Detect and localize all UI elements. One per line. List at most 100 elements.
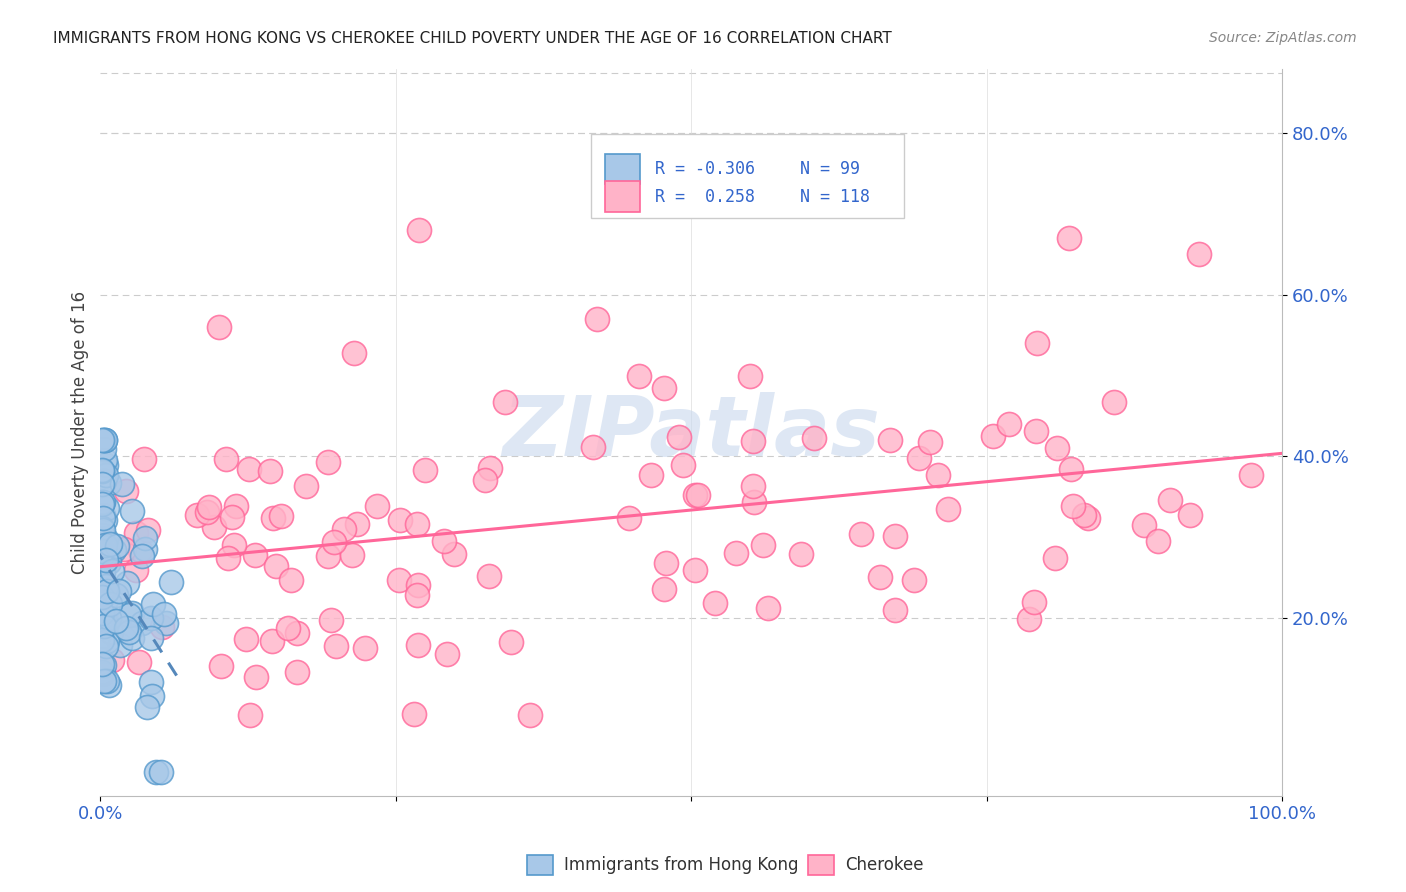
Point bbox=[94, 619, 117, 633]
Point bbox=[285, 665, 308, 679]
Point bbox=[501, 634, 523, 648]
Point bbox=[869, 570, 891, 584]
Point bbox=[879, 434, 901, 448]
Point bbox=[93, 673, 115, 688]
Text: IMMIGRANTS FROM HONG KONG VS CHEROKEE CHILD POVERTY UNDER THE AGE OF 16 CORRELAT: IMMIGRANTS FROM HONG KONG VS CHEROKEE CH… bbox=[53, 31, 893, 46]
Point bbox=[90, 463, 112, 477]
Point bbox=[1018, 612, 1040, 626]
Point bbox=[125, 525, 148, 540]
Point bbox=[884, 602, 907, 616]
Point bbox=[478, 569, 501, 583]
Point bbox=[91, 577, 114, 591]
Point bbox=[90, 495, 112, 509]
Point bbox=[91, 476, 114, 491]
Point bbox=[1188, 247, 1211, 261]
Point bbox=[354, 640, 377, 655]
Point bbox=[264, 559, 287, 574]
Point bbox=[94, 549, 117, 563]
Point bbox=[98, 610, 121, 624]
Point bbox=[388, 513, 411, 527]
Point bbox=[683, 563, 706, 577]
Point bbox=[1060, 462, 1083, 476]
Text: ZIPatlas: ZIPatlas bbox=[502, 392, 880, 473]
Point bbox=[436, 647, 458, 661]
Point bbox=[1178, 508, 1201, 523]
Text: R =  0.258: R = 0.258 bbox=[655, 187, 755, 206]
Point bbox=[704, 596, 727, 610]
Point bbox=[91, 556, 114, 570]
Point bbox=[91, 508, 114, 522]
Point bbox=[1043, 550, 1066, 565]
Point bbox=[141, 675, 163, 690]
Point bbox=[93, 619, 115, 633]
Point bbox=[340, 548, 363, 562]
Point bbox=[998, 417, 1021, 432]
Text: R = -0.306: R = -0.306 bbox=[655, 160, 755, 178]
Point bbox=[1046, 441, 1069, 455]
Point bbox=[91, 572, 114, 586]
Point bbox=[222, 538, 245, 552]
Point bbox=[94, 538, 117, 552]
Point bbox=[91, 434, 114, 448]
Point bbox=[325, 639, 347, 653]
Point bbox=[90, 560, 112, 574]
Text: Immigrants from Hong Kong: Immigrants from Hong Kong bbox=[564, 856, 799, 874]
Point bbox=[108, 583, 131, 598]
Point bbox=[519, 708, 541, 723]
Point bbox=[93, 474, 115, 488]
Point bbox=[94, 552, 117, 566]
Point bbox=[134, 451, 156, 466]
Point bbox=[121, 606, 143, 620]
Point bbox=[332, 522, 354, 536]
Point bbox=[478, 460, 501, 475]
Point bbox=[94, 467, 117, 482]
Point bbox=[94, 586, 117, 600]
Point bbox=[1077, 511, 1099, 525]
Point bbox=[93, 442, 115, 456]
Point bbox=[131, 549, 153, 563]
Point bbox=[90, 496, 112, 510]
Point bbox=[91, 657, 114, 671]
Point bbox=[97, 678, 120, 692]
Point bbox=[402, 706, 425, 721]
Point bbox=[94, 452, 117, 467]
Point bbox=[93, 658, 115, 673]
Point bbox=[91, 495, 114, 509]
Point bbox=[195, 505, 218, 519]
Point bbox=[918, 434, 941, 449]
Point bbox=[585, 312, 607, 326]
Point bbox=[1025, 335, 1047, 350]
Point bbox=[668, 430, 690, 444]
Point bbox=[209, 659, 232, 673]
Point bbox=[686, 487, 709, 501]
Point bbox=[141, 631, 163, 645]
Point bbox=[262, 511, 284, 525]
Point bbox=[93, 608, 115, 623]
Point bbox=[96, 616, 118, 631]
Point bbox=[131, 616, 153, 631]
Point bbox=[101, 564, 124, 578]
Point bbox=[908, 450, 931, 465]
Point bbox=[105, 539, 128, 553]
Point bbox=[207, 320, 229, 334]
Point bbox=[1062, 500, 1084, 514]
Point bbox=[752, 538, 775, 552]
Point bbox=[740, 368, 762, 383]
Point bbox=[111, 476, 134, 491]
Point bbox=[277, 621, 299, 635]
Point bbox=[243, 549, 266, 563]
Point bbox=[494, 395, 516, 409]
Point bbox=[741, 478, 763, 492]
Point bbox=[141, 610, 163, 624]
Point bbox=[443, 547, 465, 561]
Point bbox=[408, 223, 430, 237]
Point bbox=[91, 629, 114, 643]
Point bbox=[90, 497, 112, 511]
Point bbox=[287, 626, 309, 640]
Point bbox=[652, 381, 675, 395]
Point bbox=[202, 520, 225, 534]
Point bbox=[617, 511, 640, 525]
Point bbox=[319, 613, 342, 627]
Point bbox=[90, 548, 112, 562]
Point bbox=[91, 667, 114, 681]
